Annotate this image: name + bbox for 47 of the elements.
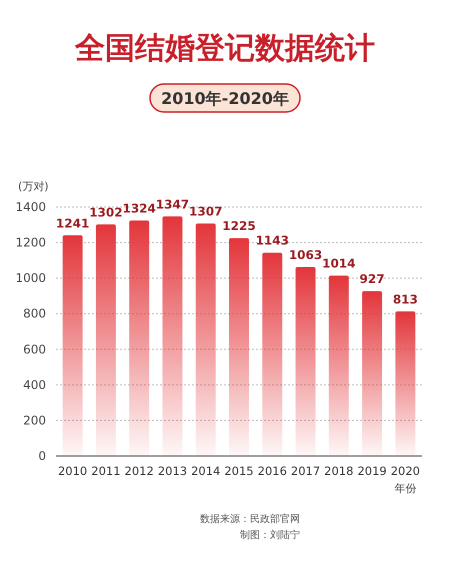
x-tick-label: 2020	[390, 464, 420, 478]
text: 制图：刘陆宁	[240, 529, 300, 541]
x-tick-label: 2012	[124, 464, 154, 478]
bar	[328, 276, 349, 456]
data-label: 1347	[156, 197, 190, 212]
bar	[196, 224, 216, 456]
bar	[62, 235, 83, 456]
chart-title: 全国结婚登记数据统计	[74, 31, 375, 66]
x-tick-label: 2011	[91, 464, 121, 478]
bar	[229, 238, 249, 456]
data-label: 927	[360, 272, 385, 286]
bar	[262, 252, 282, 456]
y-tick-label: 200	[23, 413, 46, 428]
data-label: 1324	[122, 202, 156, 216]
x-tick-label: 2016	[258, 464, 287, 478]
y-tick-label: 1200	[15, 236, 46, 250]
data-label: 1241	[56, 216, 90, 230]
data-label: 1143	[256, 234, 289, 248]
bar	[296, 266, 316, 456]
bar	[395, 311, 416, 456]
x-tick-label: 2019	[357, 464, 387, 478]
source-note: 数据来源：民政部官网	[200, 513, 300, 525]
y-tick-label: 800	[23, 306, 46, 321]
data-label: 1063	[288, 248, 322, 262]
bar	[162, 216, 182, 456]
bar	[129, 220, 150, 456]
y-tick-label: 0	[38, 449, 46, 463]
x-tick-label: 2013	[158, 464, 188, 478]
data-label: 1014	[322, 256, 356, 271]
x-axis-title: 年份	[394, 482, 416, 495]
bar	[362, 291, 382, 456]
data-label: 813	[392, 292, 418, 306]
y-tick-label: 400	[23, 378, 46, 392]
data-label: 1307	[189, 204, 222, 219]
data-label: 1225	[222, 219, 256, 234]
x-tick-label: 2015	[224, 464, 254, 478]
bar	[96, 224, 116, 456]
y-tick-label: 600	[23, 342, 46, 356]
chart-subtitle: 2010年-2020年	[161, 89, 289, 108]
y-axis-title: (万对)	[18, 180, 49, 193]
y-tick-label: 1400	[15, 200, 46, 214]
x-tick-label: 2014	[191, 464, 220, 478]
x-tick-label: 2010	[58, 464, 88, 478]
data-label: 1302	[89, 205, 123, 220]
x-tick-label: 2018	[324, 464, 354, 478]
x-tick-label: 2017	[290, 464, 320, 478]
y-tick-label: 1000	[15, 271, 46, 286]
